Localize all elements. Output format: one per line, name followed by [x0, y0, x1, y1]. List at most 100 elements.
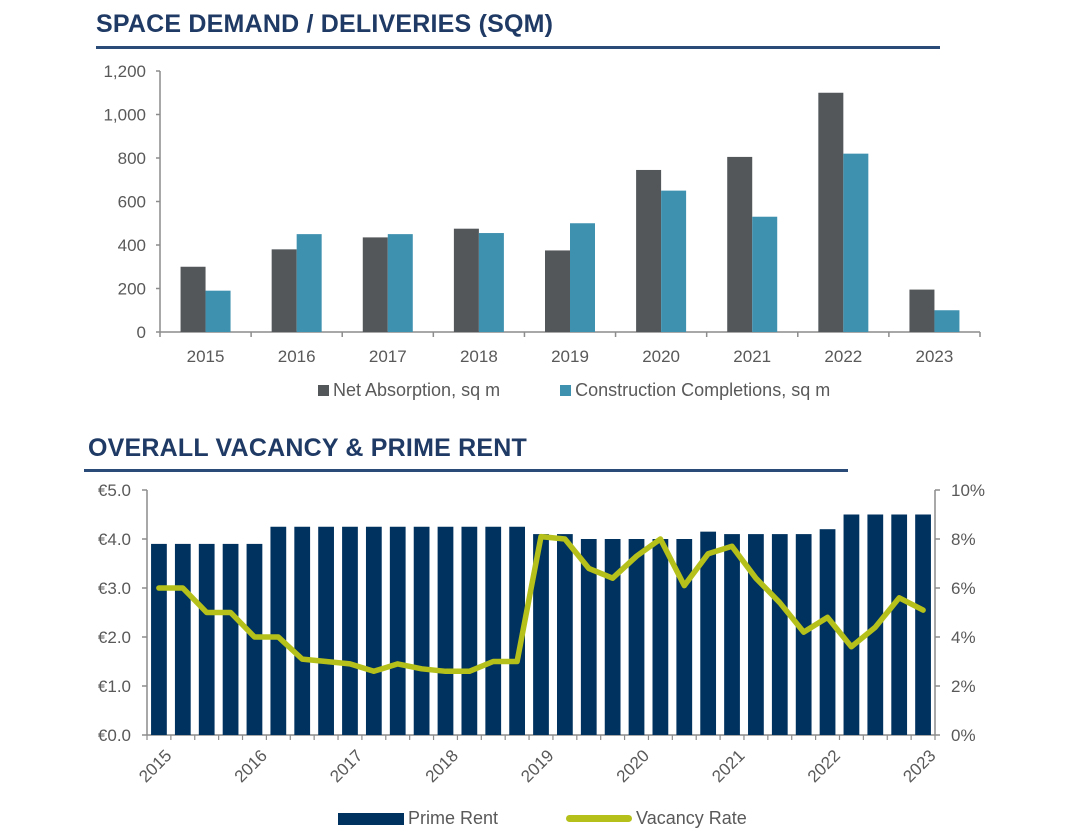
prime-rent-bar — [556, 534, 573, 735]
y-tick-label: 1,000 — [103, 106, 146, 125]
prime-rent-bar — [915, 514, 931, 735]
left-y-tick-label: €4.0 — [98, 530, 131, 549]
x-tick-label: 2022 — [804, 746, 844, 786]
x-tick-label: 2018 — [460, 347, 498, 366]
prime-rent-swatch — [338, 812, 404, 825]
prime-rent-bar — [580, 539, 597, 735]
x-tick-label: 2016 — [231, 746, 271, 786]
y-tick-label: 0 — [137, 323, 146, 342]
construction-completions-bar — [296, 234, 322, 332]
top-chart-title: SPACE DEMAND / DELIVERIES (SQM) — [96, 10, 554, 38]
prime-rent-bar — [819, 529, 836, 735]
prime-rent-bar — [365, 526, 382, 735]
construction-completions-bar — [387, 234, 413, 332]
bottom-title-rule — [84, 469, 848, 472]
net-absorption-bar — [180, 266, 206, 332]
vacancy-rate-swatch — [566, 815, 633, 822]
legend-construction-completions: Construction Completions, sq m — [560, 380, 830, 401]
prime-rent-bar — [628, 539, 645, 735]
right-y-tick-label: 6% — [951, 579, 976, 598]
y-tick-label: 800 — [118, 149, 146, 168]
x-tick-label: 2021 — [733, 347, 771, 366]
prime-rent-bar — [151, 543, 167, 735]
right-y-tick-label: 0% — [951, 726, 976, 745]
space-demand-chart: 0 200 400 600 800 1,000 1,200 2015 2016 2017 2018 2… — [103, 62, 981, 366]
legend-construction-completions-label: Construction Completions, sq m — [575, 380, 831, 400]
construction-completions-bar — [843, 153, 869, 332]
net-absorption-bar — [271, 249, 297, 332]
bottom-chart-title: OVERALL VACANCY & PRIME RENT — [88, 434, 527, 462]
left-y-tick-label: €5.0 — [98, 481, 131, 500]
right-y-tick-label: 2% — [951, 677, 976, 696]
prime-rent-bar — [413, 526, 430, 735]
vacancy-rent-chart: €0.0 €1.0 €2.0 €3.0 €4.0 €5.0 0% 2% 4% 6% 8% 10% 201… — [98, 481, 985, 786]
construction-completions-bar — [478, 233, 504, 332]
left-y-tick-label: €3.0 — [98, 579, 131, 598]
x-tick-label: 2019 — [551, 347, 589, 366]
net-absorption-bar — [545, 250, 570, 332]
prime-rent-bar — [174, 543, 191, 735]
construction-completions-bar — [570, 223, 595, 332]
bottom-legend: Prime Rent Vacancy Rate — [338, 808, 747, 829]
x-tick-label: 2019 — [517, 746, 557, 786]
y-tick-label: 400 — [118, 236, 146, 255]
prime-rent-bar — [676, 539, 693, 735]
x-tick-label: 2016 — [278, 347, 316, 366]
x-tick-label: 2017 — [369, 347, 407, 366]
construction-completions-bar — [661, 190, 687, 332]
legend-net-absorption: Net Absorption, sq m — [318, 380, 500, 401]
net-absorption-swatch — [318, 385, 329, 396]
prime-rent-bar — [222, 543, 239, 735]
legend-net-absorption-label: Net Absorption, sq m — [333, 380, 501, 400]
net-absorption-bar — [818, 92, 844, 332]
x-tick-label: 2017 — [326, 746, 366, 786]
legend-prime-rent: Prime Rent — [338, 808, 498, 829]
left-y-tick-label: €2.0 — [98, 628, 131, 647]
x-tick-label: 2023 — [916, 347, 954, 366]
y-tick-label: 200 — [118, 280, 146, 299]
legend-vacancy-rate: Vacancy Rate — [566, 808, 747, 829]
x-tick-label: 2022 — [824, 347, 862, 366]
prime-rent-bar — [270, 526, 287, 735]
x-tick-label: 2018 — [422, 746, 462, 786]
right-y-tick-label: 10% — [951, 481, 985, 500]
prime-rent-bar — [748, 534, 764, 735]
net-absorption-bar — [453, 228, 479, 332]
x-tick-label: 2015 — [135, 746, 175, 786]
left-y-tick-label: €1.0 — [98, 677, 131, 696]
prime-rent-bar — [652, 539, 669, 735]
right-y-tick-label: 8% — [951, 530, 976, 549]
prime-rent-bar — [342, 526, 358, 735]
prime-rent-bar — [724, 534, 740, 735]
prime-rent-bar — [891, 514, 908, 735]
net-absorption-bar — [727, 156, 753, 332]
prime-rent-bar — [318, 526, 334, 735]
construction-completions-bar — [934, 310, 960, 332]
prime-rent-bar — [700, 531, 717, 735]
prime-rent-bar — [461, 526, 478, 735]
prime-rent-bar — [389, 526, 406, 735]
prime-rent-bar — [843, 514, 860, 735]
prime-rent-bar — [485, 526, 502, 735]
top-legend: Net Absorption, sq m Construction Comple… — [318, 380, 830, 401]
x-tick-label: 2015 — [187, 347, 225, 366]
x-tick-label: 2020 — [613, 746, 653, 786]
construction-completions-swatch — [560, 385, 572, 396]
prime-rent-bar — [294, 526, 311, 735]
prime-rent-bar — [533, 534, 549, 735]
prime-rent-bar — [509, 526, 526, 735]
x-tick-label: 2023 — [899, 746, 939, 786]
x-tick-label: 2021 — [708, 746, 748, 786]
prime-rent-bar — [604, 539, 621, 735]
construction-completions-bar — [205, 290, 231, 332]
prime-rent-bar — [437, 526, 454, 735]
construction-completions-bar — [752, 216, 778, 332]
net-absorption-bar — [362, 237, 388, 332]
left-y-tick-label: €0.0 — [98, 726, 131, 745]
y-tick-label: 1,200 — [103, 62, 146, 81]
x-tick-label: 2020 — [642, 347, 680, 366]
right-y-tick-label: 4% — [951, 628, 976, 647]
y-tick-label: 600 — [118, 193, 146, 212]
prime-rent-bar — [771, 534, 788, 735]
top-title-rule — [96, 46, 940, 49]
